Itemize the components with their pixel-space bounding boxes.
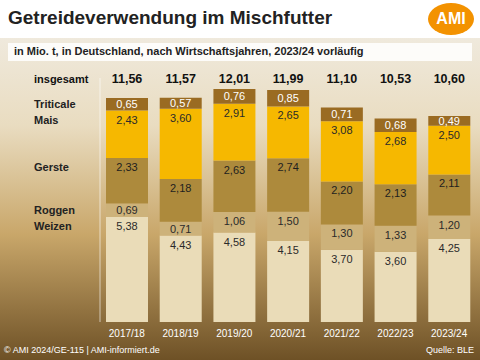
svg-text:2022/23: 2022/23 — [377, 328, 414, 339]
svg-text:2017/18: 2017/18 — [109, 328, 146, 339]
svg-text:2,68: 2,68 — [385, 135, 406, 147]
svg-text:11,57: 11,57 — [165, 72, 196, 86]
svg-text:4,15: 4,15 — [277, 244, 298, 256]
svg-text:11,56: 11,56 — [112, 72, 143, 86]
html-text:Getreideverwendung im Mischfut: Getreideverwendung im Mischfutter — [8, 7, 333, 28]
svg-text:2,20: 2,20 — [331, 184, 352, 196]
svg-text:2,43: 2,43 — [116, 114, 137, 126]
svg-text:2021/22: 2021/22 — [324, 328, 361, 339]
svg-text:2,63: 2,63 — [224, 164, 245, 176]
svg-text:2,74: 2,74 — [277, 161, 298, 173]
svg-text:0,69: 0,69 — [116, 204, 137, 216]
svg-text:3,70: 3,70 — [331, 253, 352, 265]
svg-text:2,65: 2,65 — [277, 109, 298, 121]
svg-text:0,71: 0,71 — [170, 223, 191, 235]
svg-text:2,33: 2,33 — [116, 161, 137, 173]
html-text:AMI: AMI — [436, 10, 466, 27]
svg-text:Weizen: Weizen — [34, 220, 72, 232]
svg-text:2,11: 2,11 — [439, 177, 460, 189]
svg-text:1,50: 1,50 — [277, 215, 298, 227]
svg-text:Triticale: Triticale — [34, 98, 76, 110]
svg-text:Mais: Mais — [34, 114, 58, 126]
svg-text:0,85: 0,85 — [277, 92, 298, 104]
html-text:© AMI 2024/GE-115 | AMI-inform: © AMI 2024/GE-115 | AMI-informiert.de — [4, 345, 160, 355]
svg-text:Roggen: Roggen — [34, 204, 75, 216]
svg-text:2020/21: 2020/21 — [270, 328, 307, 339]
svg-text:0,68: 0,68 — [385, 119, 406, 131]
svg-text:2,18: 2,18 — [170, 182, 191, 194]
svg-text:2,91: 2,91 — [224, 107, 245, 119]
svg-text:2018/19: 2018/19 — [162, 328, 199, 339]
svg-text:4,58: 4,58 — [224, 236, 245, 248]
svg-text:4,25: 4,25 — [439, 242, 460, 254]
svg-text:0,71: 0,71 — [331, 108, 352, 120]
svg-text:0,49: 0,49 — [439, 115, 460, 127]
svg-text:5,38: 5,38 — [116, 220, 137, 232]
svg-text:1,20: 1,20 — [439, 219, 460, 231]
svg-text:insgesamt: insgesamt — [34, 73, 89, 85]
svg-text:2019/20: 2019/20 — [216, 328, 253, 339]
svg-text:2,50: 2,50 — [439, 129, 460, 141]
html-text:Quelle: BLE: Quelle: BLE — [426, 345, 474, 355]
svg-text:0,65: 0,65 — [116, 98, 137, 110]
svg-text:3,60: 3,60 — [385, 255, 406, 267]
svg-text:10,60: 10,60 — [434, 72, 465, 86]
svg-text:Gerste: Gerste — [34, 161, 69, 173]
svg-text:2023/24: 2023/24 — [431, 328, 468, 339]
svg-text:10,53: 10,53 — [380, 72, 411, 86]
svg-text:1,33: 1,33 — [385, 229, 406, 241]
svg-text:11,10: 11,10 — [327, 72, 358, 86]
svg-text:1,06: 1,06 — [224, 215, 245, 227]
svg-text:0,76: 0,76 — [224, 90, 245, 102]
svg-text:4,43: 4,43 — [170, 239, 191, 251]
html-text:in Mio. t, in Deutschland, nac: in Mio. t, in Deutschland, nach Wirtscha… — [14, 45, 364, 57]
svg-text:0,57: 0,57 — [170, 97, 191, 109]
svg-text:1,30: 1,30 — [331, 227, 352, 239]
svg-text:2,13: 2,13 — [385, 187, 406, 199]
svg-text:3,08: 3,08 — [331, 124, 352, 136]
svg-text:12,01: 12,01 — [219, 72, 250, 86]
svg-text:3,60: 3,60 — [170, 112, 191, 124]
svg-text:11,99: 11,99 — [273, 72, 304, 86]
